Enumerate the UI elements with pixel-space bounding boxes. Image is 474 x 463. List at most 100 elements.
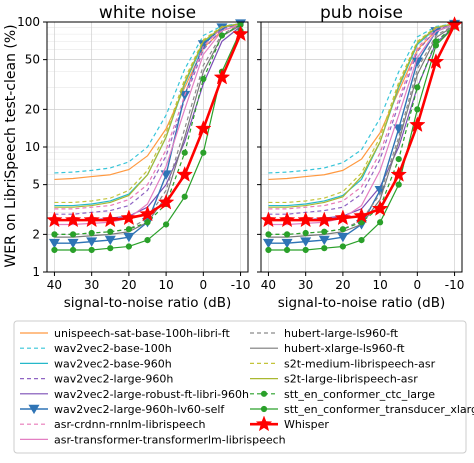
data-point — [302, 229, 309, 237]
legend-label: asr-crdnn-rnnlm-librispeech — [54, 418, 206, 431]
series-wav2vec2-base-960h — [268, 23, 455, 207]
legend-item-asr-transformer-transformerlm-librispeech: asr-transformer-transformerlm-librispeec… — [20, 433, 286, 446]
series-line — [54, 23, 241, 174]
y-tick-label: 100 — [17, 15, 40, 29]
data-point — [64, 211, 82, 228]
data-point — [200, 149, 207, 156]
series-wav2vec2-large-960h — [268, 23, 455, 215]
data-point — [83, 211, 100, 228]
x-tick-label: 20 — [121, 278, 136, 292]
data-point — [371, 200, 389, 216]
data-point — [107, 245, 114, 252]
data-point — [213, 68, 231, 85]
legend-label: stt_en_conformer_transducer_xlarge — [284, 403, 474, 416]
y-tick-label: 5 — [32, 178, 40, 192]
data-point — [297, 211, 314, 228]
data-point — [51, 246, 58, 254]
x-tick-label: 10 — [372, 278, 387, 292]
data-point — [144, 219, 151, 226]
data-point — [51, 231, 58, 238]
data-point — [102, 211, 119, 228]
series-line — [54, 23, 241, 210]
legend-item-hubert-large-ls960-ft: hubert-large-ls960-ft — [250, 327, 399, 340]
series-line — [54, 23, 241, 226]
legend-item-s2t-large-librispeech-asr: s2t-large-librispeech-asr — [250, 373, 418, 386]
series-line — [268, 23, 455, 226]
data-point — [181, 149, 188, 156]
y-tick-label: 1 — [32, 265, 40, 279]
legend-item-asr-crdnn-rnnlm-librispeech: asr-crdnn-rnnlm-librispeech — [20, 418, 206, 431]
series-line — [54, 23, 241, 215]
x-tick-label: 40 — [47, 278, 62, 292]
legend-marker — [28, 404, 40, 415]
legend-item-hubert-xlarge-ls960-ft: hubert-xlarge-ls960-ft — [250, 342, 405, 355]
data-point — [195, 120, 212, 136]
y-tick-label: 20 — [25, 102, 40, 116]
legend-marker — [260, 405, 268, 413]
data-point — [414, 84, 421, 91]
legend-label: wav2vec2-large-robust-ft-libri-960h — [54, 388, 249, 401]
data-point — [144, 236, 151, 244]
data-point — [200, 75, 207, 83]
x-tick-label: 40 — [261, 278, 276, 292]
data-point — [232, 25, 249, 42]
legend-label: Whisper — [284, 418, 329, 431]
legend-frame — [13, 320, 467, 454]
data-point — [358, 236, 365, 244]
legend-item-unispeech-sat-base-100h-libri-ft: unispeech-sat-base-100h-libri-ft — [20, 327, 230, 340]
legend-label: s2t-medium-librispeech-asr — [284, 357, 436, 370]
legend-label: wav2vec2-base-960h — [54, 357, 172, 370]
data-point — [163, 221, 170, 228]
data-point — [414, 106, 421, 113]
x-tick-label: 0 — [200, 278, 208, 292]
legend-label: s2t-large-librispeech-asr — [284, 373, 418, 386]
data-point — [334, 209, 352, 226]
legend-item-s2t-medium-librispeech-asr: s2t-medium-librispeech-asr — [250, 357, 436, 370]
legend-label: hubert-large-ls960-ft — [284, 327, 399, 340]
legend: unispeech-sat-base-100h-libri-ft wav2vec2… — [13, 320, 474, 454]
data-point — [339, 226, 346, 233]
data-point — [395, 181, 402, 188]
y-axis-label: WER on LibriSpeech test-clean (%) — [3, 24, 19, 267]
x-axis-label: signal-to-noise ratio (dB) — [278, 295, 445, 311]
data-point — [157, 193, 175, 210]
series-line — [268, 23, 455, 215]
x-tick-label: -10 — [445, 278, 465, 292]
legend-item-wav2vec2-base-960h: wav2vec2-base-960h — [20, 357, 172, 370]
data-point — [46, 211, 63, 228]
x-tick-label: 20 — [335, 278, 350, 292]
series-line — [268, 23, 455, 207]
data-point — [125, 243, 132, 250]
data-point — [283, 246, 291, 254]
data-point — [260, 211, 277, 228]
series-wav2vec2-large-960h — [54, 23, 241, 215]
data-point — [160, 170, 172, 180]
legend-label: asr-transformer-transformerlm-librispeec… — [54, 433, 286, 446]
data-point — [265, 231, 272, 238]
data-point — [67, 238, 79, 249]
legend-item-wav2vec2-large-robust-ft-libri-960h: wav2vec2-large-robust-ft-libri-960h — [20, 388, 249, 401]
legend-label: stt_en_conformer_ctc_large — [284, 388, 435, 401]
data-point — [316, 211, 333, 228]
y-tick-label: 10 — [25, 140, 40, 154]
data-point — [69, 246, 77, 254]
x-tick-label: 0 — [414, 278, 422, 292]
data-point — [281, 238, 293, 249]
data-point — [302, 246, 309, 254]
y-tick-label: 50 — [25, 53, 40, 67]
series-s2t-large-librispeech-asr — [54, 23, 241, 208]
series-asr-crdnn-rnnlm-librispeech — [54, 23, 241, 210]
legend-marker — [260, 390, 268, 397]
data-point — [318, 235, 330, 246]
legend-item-wav2vec2-base-100h: wav2vec2-base-100h — [20, 342, 172, 355]
x-axis-label: signal-to-noise ratio (dB) — [64, 295, 231, 311]
series-asr-crdnn-rnnlm-librispeech — [268, 23, 455, 210]
series-s2t-medium-librispeech-asr — [268, 23, 455, 204]
data-point — [337, 232, 349, 243]
series-stt-en-conformer-transducer-xlarge — [265, 23, 458, 254]
data-point — [176, 166, 193, 182]
series-line — [268, 23, 455, 208]
